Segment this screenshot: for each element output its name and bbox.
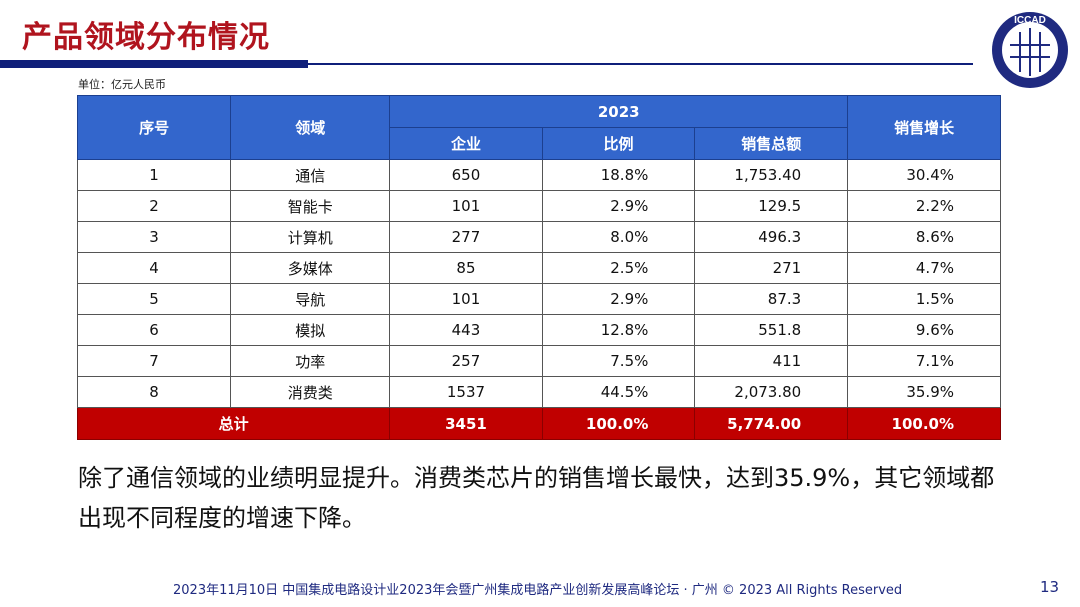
header-year: 2023: [389, 95, 849, 128]
cell-companies: 443: [389, 314, 543, 346]
cell-index: 2: [76, 190, 232, 222]
cell-index: 4: [76, 252, 232, 284]
cell-index: 7: [76, 345, 232, 377]
cell-index: 5: [76, 283, 232, 315]
table-row: 8 消费类 1537 44.5% 2,073.80 35.9%: [76, 376, 1001, 408]
iccad-logo: ICCAD: [992, 12, 1068, 88]
title-rule-thin: [308, 63, 973, 65]
table-row: 6 模拟 443 12.8% 551.8 9.6%: [76, 314, 1001, 346]
cell-index: 1: [76, 159, 232, 191]
cell-growth: 1.5%: [847, 283, 1001, 315]
cell-index: 8: [76, 376, 232, 408]
header-index: 序号: [76, 95, 232, 160]
cell-ratio: 18.8%: [541, 159, 696, 191]
header-sales: 销售总额: [694, 127, 849, 160]
cell-growth: 35.9%: [847, 376, 1001, 408]
cell-companies: 101: [389, 283, 543, 315]
cell-field: 模拟: [230, 314, 391, 346]
cell-field: 通信: [230, 159, 391, 191]
cell-index: 3: [76, 221, 232, 253]
cell-sales: 87.3: [694, 283, 849, 315]
cell-sales: 496.3: [694, 221, 849, 253]
cell-companies: 101: [389, 190, 543, 222]
summary-paragraph: 除了通信领域的业绩明显提升。消费类芯片的销售增长最快，达到35.9%，其它领域都…: [78, 464, 995, 532]
title-rule-thick: [0, 60, 308, 68]
header-companies: 企业: [389, 127, 543, 160]
cell-companies: 277: [389, 221, 543, 253]
cell-sales: 411: [694, 345, 849, 377]
cell-sales: 2,073.80: [694, 376, 849, 408]
product-field-table: 序号 领域 2023 销售增长 企业 比例 销售总额 1 通信 650 18.8% 1,…: [76, 95, 1001, 440]
table-row: 5 导航 101 2.9% 87.3 1.5%: [76, 283, 1001, 315]
cell-field: 功率: [230, 345, 391, 377]
header-growth: 销售增长: [847, 95, 1001, 160]
cell-growth: 7.1%: [847, 345, 1001, 377]
cell-companies: 650: [389, 159, 543, 191]
cell-ratio: 12.8%: [541, 314, 696, 346]
cell-companies: 257: [389, 345, 543, 377]
cell-sales: 551.8: [694, 314, 849, 346]
cell-index: 6: [76, 314, 232, 346]
page-title: 产品领域分布情况: [22, 20, 270, 55]
total-ratio: 100.0%: [541, 407, 696, 440]
total-companies: 3451: [389, 407, 543, 440]
cell-field: 消费类: [230, 376, 391, 408]
cell-field: 导航: [230, 283, 391, 315]
cell-field: 多媒体: [230, 252, 391, 284]
cell-growth: 30.4%: [847, 159, 1001, 191]
cell-ratio: 2.9%: [541, 190, 696, 222]
cell-field: 智能卡: [230, 190, 391, 222]
footer-text: 2023年11月10日 中国集成电路设计业2023年会暨广州集成电路产业创新发展…: [173, 583, 903, 598]
cell-companies: 85: [389, 252, 543, 284]
total-label: 总计: [76, 407, 391, 440]
svg-text:ICCAD: ICCAD: [1014, 15, 1046, 26]
cell-ratio: 2.5%: [541, 252, 696, 284]
cell-ratio: 2.9%: [541, 283, 696, 315]
cell-field: 计算机: [230, 221, 391, 253]
table-row: 4 多媒体 85 2.5% 271 4.7%: [76, 252, 1001, 284]
page-number: 13: [1040, 578, 1060, 596]
table-row: 2 智能卡 101 2.9% 129.5 2.2%: [76, 190, 1001, 222]
cell-sales: 1,753.40: [694, 159, 849, 191]
cell-growth: 2.2%: [847, 190, 1001, 222]
cell-ratio: 44.5%: [541, 376, 696, 408]
total-growth: 100.0%: [847, 407, 1001, 440]
total-row: 总计 3451 100.0% 5,774.00 100.0%: [76, 407, 1001, 440]
cell-ratio: 8.0%: [541, 221, 696, 253]
cell-growth: 9.6%: [847, 314, 1001, 346]
table-row: 7 功率 257 7.5% 411 7.1%: [76, 345, 1001, 377]
cell-companies: 1537: [389, 376, 543, 408]
cell-sales: 271: [694, 252, 849, 284]
unit-label: 单位：亿元人民币: [78, 78, 166, 91]
header-field: 领域: [230, 95, 391, 160]
table-row: 1 通信 650 18.8% 1,753.40 30.4%: [76, 159, 1001, 191]
cell-sales: 129.5: [694, 190, 849, 222]
header-ratio: 比例: [541, 127, 696, 160]
table-row: 3 计算机 277 8.0% 496.3 8.6%: [76, 221, 1001, 253]
total-sales: 5,774.00: [694, 407, 849, 440]
cell-growth: 8.6%: [847, 221, 1001, 253]
cell-ratio: 7.5%: [541, 345, 696, 377]
cell-growth: 4.7%: [847, 252, 1001, 284]
